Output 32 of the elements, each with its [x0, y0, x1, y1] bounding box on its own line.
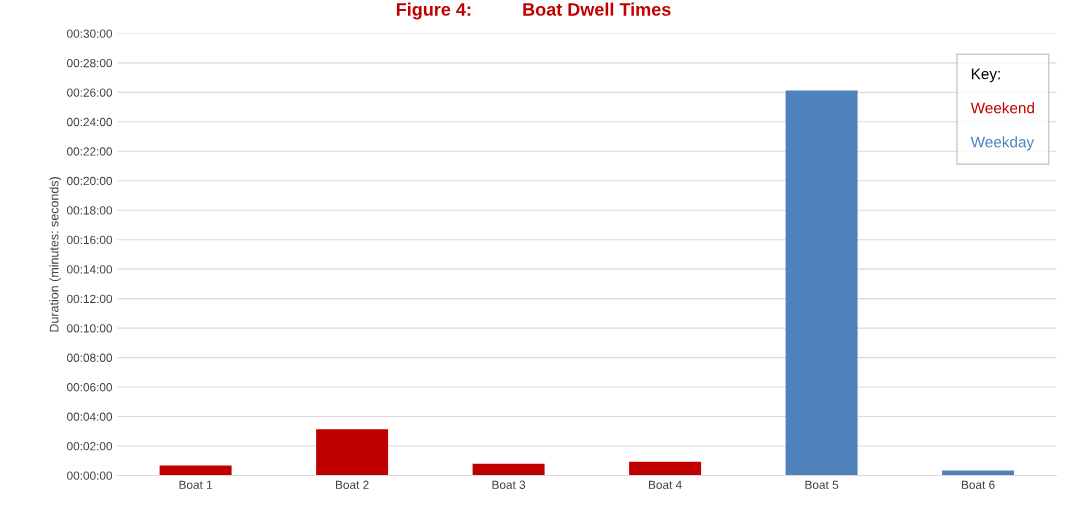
- x-tick-label: Boat 6: [961, 480, 995, 489]
- y-tick-label: 00:02:00: [67, 442, 113, 451]
- y-tick-label: 00:20:00: [67, 176, 113, 186]
- bar: [785, 90, 858, 476]
- chart-title: Figure 4: Boat Dwell Times: [396, 2, 671, 20]
- x-tick-label: Boat 2: [336, 480, 369, 489]
- y-tick-label: 00:10:00: [67, 324, 113, 333]
- x-tick-label: Boat 1: [179, 480, 213, 489]
- y-tick-label: 00:22:00: [67, 147, 113, 156]
- text: Weekday: [970, 136, 1035, 151]
- y-tick-label: 00:16:00: [67, 235, 113, 245]
- bar: [316, 429, 389, 476]
- y-tick-label: 00:14:00: [67, 265, 113, 274]
- x-tick-label: Boat 3: [492, 480, 526, 489]
- y-tick-label: 00:00:00: [67, 471, 113, 480]
- y-tick-label: 00:12:00: [67, 294, 113, 304]
- bar: [629, 461, 702, 476]
- legend-title: Key:: [971, 68, 1000, 83]
- y-tick-label: 00:24:00: [67, 117, 113, 127]
- bar: [472, 463, 545, 476]
- bar: [159, 465, 232, 476]
- y-axis-title: Duration (minutes: seconds): [49, 177, 61, 332]
- y-tick-label: 00:30:00: [67, 29, 113, 38]
- y-tick-label: 00:08:00: [67, 353, 113, 362]
- y-tick-label: 00:06:00: [67, 383, 113, 392]
- x-tick-label: Boat 5: [805, 480, 839, 489]
- y-tick-label: 00:26:00: [67, 88, 113, 97]
- x-tick-label: Boat 4: [649, 480, 682, 489]
- y-tick-label: 00:04:00: [67, 412, 113, 421]
- y-tick-label: 00:18:00: [67, 206, 113, 215]
- y-tick-label: 00:28:00: [67, 58, 113, 68]
- text: Weekend: [970, 102, 1034, 114]
